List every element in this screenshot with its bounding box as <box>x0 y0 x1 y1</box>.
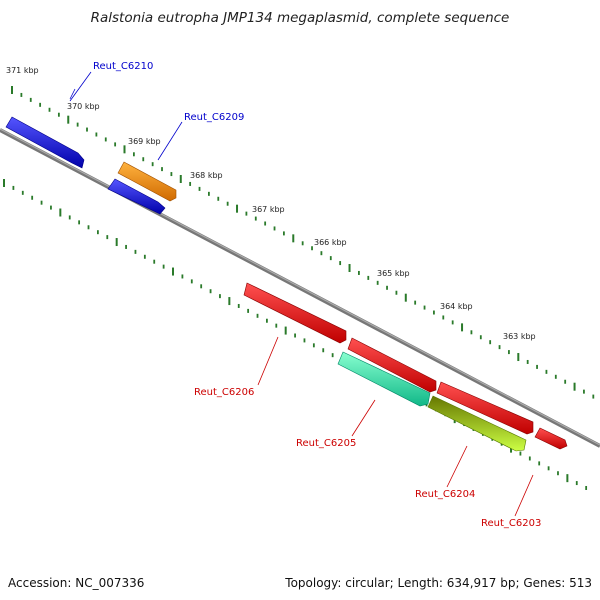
gene-label-reut-c6204: Reut_C6204 <box>415 489 475 500</box>
outer-tick-row <box>11 86 595 399</box>
gene-reut-c6206[interactable]: Reut_C6206 <box>194 282 347 398</box>
topology-summary: Topology: circular; Length: 634,917 bp; … <box>284 576 592 590</box>
tick-label-369: 369 kbp <box>128 137 161 146</box>
tick-label-366: 366 kbp <box>314 238 347 247</box>
kbp-labels: 371 kbp 370 kbp 369 kbp 368 kbp 367 kbp … <box>6 66 536 341</box>
gene-red-segment-2[interactable] <box>347 337 437 393</box>
accession-text: Accession: NC_007336 <box>8 576 144 590</box>
gene-reut-c6209-orange[interactable] <box>117 161 177 202</box>
gene-label-reut-c6206: Reut_C6206 <box>194 387 254 398</box>
tick-label-363: 363 kbp <box>503 332 536 341</box>
tick-label-365: 365 kbp <box>377 269 410 278</box>
tick-label-368: 368 kbp <box>190 171 223 180</box>
gene-red-segment-3[interactable] <box>436 381 534 435</box>
gene-reut-c6203[interactable]: Reut_C6203 <box>481 474 541 529</box>
gene-label-reut-c6203: Reut_C6203 <box>481 518 541 529</box>
sequence-backbone <box>0 128 600 448</box>
gene-reut-c6204[interactable]: Reut_C6204 <box>415 395 527 500</box>
gene-label-reut-c6205: Reut_C6205 <box>296 438 356 449</box>
tick-label-370: 370 kbp <box>67 102 100 111</box>
gene-reut-c6209[interactable]: Reut_C6209 <box>107 112 244 215</box>
tick-label-364: 364 kbp <box>440 302 473 311</box>
gene-reut-c6210[interactable]: Reut_C6210 <box>5 61 153 169</box>
map-title: Ralstonia eutropha JMP134 megaplasmid, c… <box>91 10 510 26</box>
gene-reut-c6205[interactable]: Reut_C6205 <box>296 351 431 449</box>
tick-label-367: 367 kbp <box>252 205 285 214</box>
gene-red-segment-4[interactable] <box>534 427 568 450</box>
gene-label-reut-c6210: Reut_C6210 <box>93 61 153 72</box>
tick-label-371: 371 kbp <box>6 66 39 75</box>
gene-label-reut-c6209: Reut_C6209 <box>184 112 244 123</box>
